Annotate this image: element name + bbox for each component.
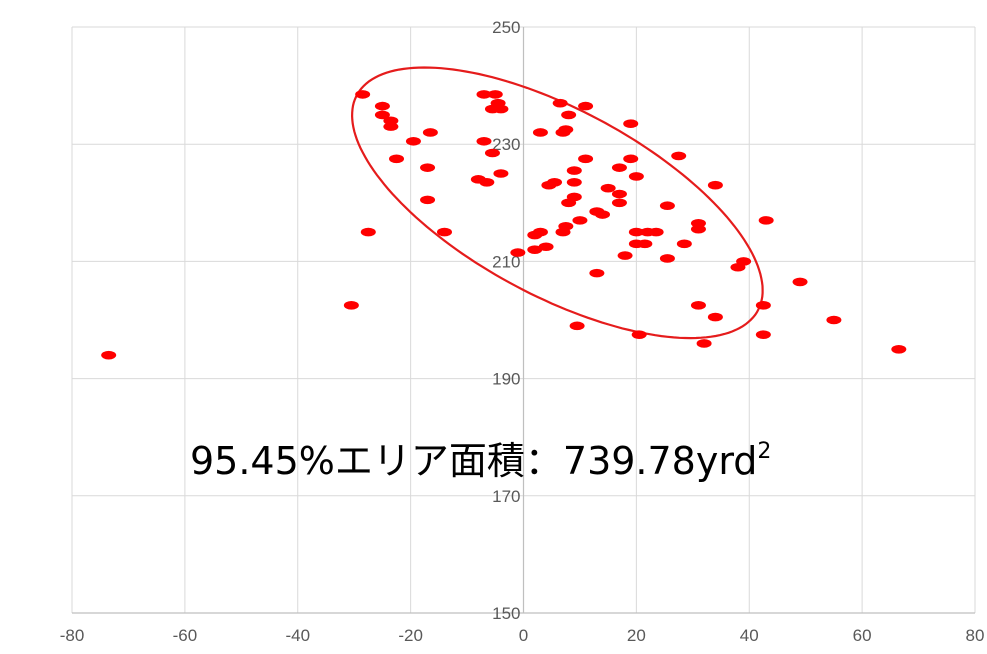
data-point bbox=[389, 154, 405, 164]
data-point bbox=[476, 90, 492, 99]
y-tick-label: 150 bbox=[492, 604, 520, 623]
x-tick-label: 60 bbox=[853, 626, 872, 645]
data-point bbox=[558, 125, 574, 134]
data-point bbox=[487, 90, 503, 99]
y-tick-label: 170 bbox=[492, 487, 520, 506]
data-point bbox=[628, 227, 644, 237]
data-point bbox=[547, 177, 563, 187]
data-point bbox=[436, 227, 452, 237]
data-point bbox=[566, 166, 582, 175]
data-point bbox=[637, 239, 653, 249]
data-point bbox=[623, 119, 639, 128]
data-point bbox=[420, 195, 436, 205]
data-point bbox=[101, 350, 117, 360]
data-point bbox=[628, 172, 644, 181]
data-point bbox=[707, 312, 723, 322]
data-point bbox=[578, 101, 594, 111]
data-point bbox=[532, 128, 548, 137]
data-point bbox=[696, 339, 712, 348]
data-point bbox=[631, 330, 647, 339]
data-point bbox=[671, 151, 687, 161]
data-point bbox=[566, 192, 582, 202]
y-tick-label: 230 bbox=[492, 135, 520, 154]
data-point bbox=[755, 330, 771, 339]
data-point bbox=[648, 227, 664, 237]
data-point bbox=[422, 128, 438, 137]
data-point bbox=[484, 148, 500, 158]
data-point bbox=[510, 248, 526, 257]
y-tick-label: 190 bbox=[492, 370, 520, 389]
data-point bbox=[792, 277, 808, 287]
data-point bbox=[690, 301, 706, 310]
data-point bbox=[527, 245, 543, 254]
data-point bbox=[611, 163, 627, 172]
data-point bbox=[566, 177, 582, 187]
confidence-ellipse-group bbox=[350, 66, 764, 340]
data-point bbox=[405, 136, 421, 146]
data-point bbox=[374, 110, 390, 120]
data-point bbox=[891, 345, 907, 354]
data-point bbox=[572, 216, 588, 225]
data-point bbox=[558, 221, 574, 231]
data-point bbox=[690, 224, 706, 234]
data-point bbox=[595, 210, 611, 219]
y-tick-label: 210 bbox=[492, 252, 520, 271]
data-point bbox=[360, 227, 376, 237]
data-point bbox=[826, 315, 842, 325]
x-tick-label: -60 bbox=[173, 626, 198, 645]
data-point bbox=[611, 198, 627, 208]
x-tick-label: 80 bbox=[966, 626, 985, 645]
x-tick-label: -80 bbox=[60, 626, 85, 645]
data-point bbox=[600, 183, 616, 193]
tick-labels: -80 -60 -40 -20 0 20 40 60 80 150 170 190 210 230 250 bbox=[60, 18, 985, 645]
data-point bbox=[707, 180, 723, 190]
data-point bbox=[755, 301, 771, 310]
data-points bbox=[101, 90, 907, 360]
x-tick-label: 0 bbox=[519, 626, 528, 645]
x-tick-label: -20 bbox=[398, 626, 423, 645]
data-point bbox=[552, 98, 568, 108]
data-point bbox=[569, 321, 585, 331]
data-point bbox=[532, 227, 548, 237]
confidence-ellipse bbox=[350, 66, 764, 340]
data-point bbox=[493, 104, 509, 114]
data-point bbox=[383, 122, 399, 131]
data-point bbox=[420, 163, 436, 172]
data-point bbox=[476, 136, 492, 146]
data-point bbox=[659, 201, 675, 211]
data-point bbox=[617, 251, 633, 260]
data-point bbox=[611, 189, 627, 199]
x-tick-label: 20 bbox=[627, 626, 646, 645]
data-point bbox=[355, 90, 371, 99]
x-tick-label: -40 bbox=[285, 626, 310, 645]
data-point bbox=[479, 177, 495, 187]
data-point bbox=[589, 268, 605, 278]
data-point bbox=[676, 239, 692, 249]
data-point bbox=[758, 216, 774, 225]
x-tick-label: 40 bbox=[740, 626, 759, 645]
area-annotation-text: 95.45%エリア面積：739.78yrd bbox=[190, 439, 757, 483]
data-point bbox=[578, 154, 594, 164]
data-point bbox=[736, 257, 752, 266]
data-point bbox=[493, 169, 509, 178]
data-point bbox=[623, 154, 639, 164]
data-point bbox=[374, 101, 390, 111]
data-point bbox=[561, 110, 577, 120]
data-point bbox=[659, 254, 675, 263]
data-point bbox=[343, 301, 359, 310]
data-point bbox=[538, 242, 554, 252]
y-tick-label: 250 bbox=[492, 18, 520, 37]
area-annotation: 95.45%エリア面積：739.78yrd2 bbox=[190, 439, 771, 483]
area-annotation-superscript: 2 bbox=[757, 439, 771, 464]
